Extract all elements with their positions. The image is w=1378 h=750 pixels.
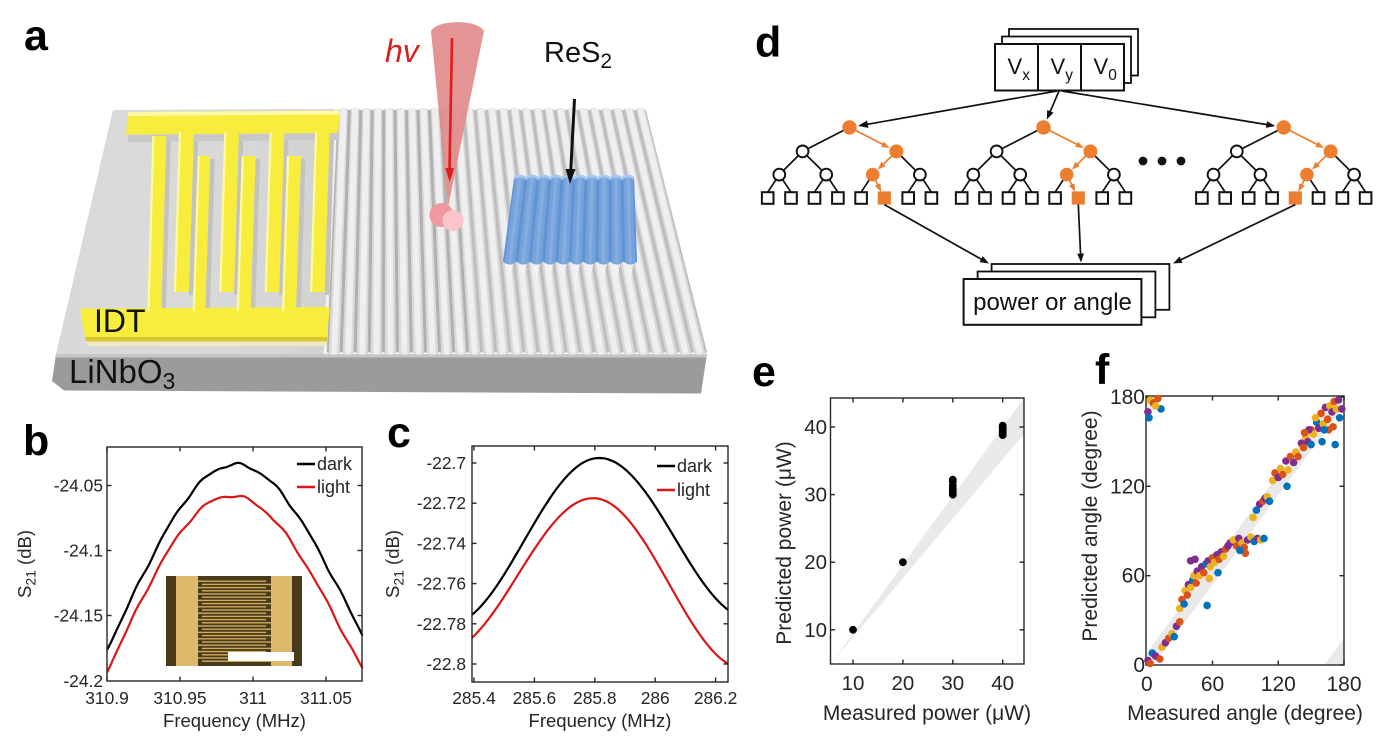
svg-text:IDT: IDT [94, 303, 146, 339]
svg-text:180: 180 [1326, 673, 1361, 696]
svg-text:S21 (dB): S21 (dB) [14, 530, 39, 598]
svg-text:power or angle: power or angle [973, 289, 1132, 316]
svg-text:-22.72: -22.72 [417, 493, 466, 513]
svg-text:d: d [755, 19, 781, 67]
svg-text:-24.15: -24.15 [54, 606, 103, 626]
svg-text:30: 30 [804, 484, 827, 507]
svg-text:S21 (dB): S21 (dB) [382, 530, 407, 598]
svg-text:-22.74: -22.74 [417, 533, 467, 553]
svg-text:-24.1: -24.1 [63, 541, 103, 561]
svg-text:286.2: 286.2 [694, 688, 738, 708]
svg-text:60: 60 [1201, 673, 1224, 696]
svg-text:dark: dark [317, 454, 353, 474]
svg-text:311: 311 [239, 688, 267, 708]
svg-text:120: 120 [1110, 475, 1145, 498]
svg-text:10: 10 [842, 672, 865, 695]
svg-text:285.8: 285.8 [573, 688, 617, 708]
svg-text:dark: dark [677, 456, 713, 476]
svg-text:30: 30 [941, 672, 964, 695]
svg-text:c: c [387, 409, 411, 457]
svg-text:light: light [317, 477, 350, 497]
svg-text:286: 286 [641, 688, 670, 708]
svg-text:e: e [752, 348, 776, 396]
svg-text:40: 40 [804, 416, 827, 439]
svg-text:f: f [1095, 346, 1110, 394]
svg-text:180: 180 [1110, 386, 1145, 409]
svg-text:Measured power (μW): Measured power (μW) [823, 702, 1031, 725]
svg-text:310.9: 310.9 [85, 688, 129, 708]
svg-text:Predicted power (μW): Predicted power (μW) [773, 441, 796, 645]
svg-text:10: 10 [804, 619, 827, 642]
svg-text:-22.7: -22.7 [426, 453, 466, 473]
svg-text:311.05: 311.05 [300, 688, 352, 708]
svg-text:Measured angle (degree): Measured angle (degree) [1127, 702, 1363, 725]
svg-text:-22.8: -22.8 [426, 654, 466, 674]
svg-text:hv: hv [385, 33, 421, 69]
svg-text:ReS2: ReS2 [544, 37, 612, 73]
svg-text:40: 40 [991, 672, 1014, 695]
svg-text:LiNbO3: LiNbO3 [69, 353, 175, 394]
svg-text:310.95: 310.95 [153, 688, 206, 708]
svg-text:light: light [677, 480, 710, 500]
svg-text:Frequency (MHz): Frequency (MHz) [163, 710, 306, 731]
svg-text:60: 60 [1122, 565, 1145, 588]
svg-text:a: a [24, 12, 49, 60]
svg-text:0: 0 [1133, 654, 1145, 677]
svg-text:Predicted angle (degree): Predicted angle (degree) [1079, 410, 1102, 641]
svg-text:20: 20 [804, 551, 827, 574]
svg-text:120: 120 [1261, 673, 1296, 696]
svg-text:Frequency (MHz): Frequency (MHz) [529, 710, 672, 731]
svg-text:285.6: 285.6 [513, 688, 557, 708]
svg-text:-24.2: -24.2 [63, 671, 103, 691]
svg-text:285.4: 285.4 [452, 688, 496, 708]
svg-text:-24.05: -24.05 [54, 476, 103, 496]
svg-text:b: b [23, 417, 49, 465]
svg-text:-22.78: -22.78 [417, 614, 466, 634]
svg-text:20: 20 [891, 672, 914, 695]
svg-text:-22.76: -22.76 [417, 574, 466, 594]
